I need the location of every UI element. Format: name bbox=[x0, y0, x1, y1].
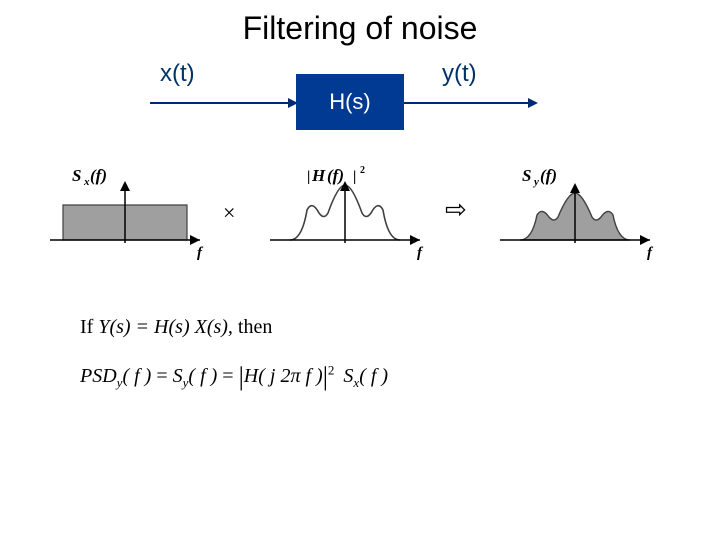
input-label: x(t) bbox=[160, 60, 195, 88]
svg-text:|: | bbox=[353, 169, 356, 185]
eq2-Hsup: 2 bbox=[328, 362, 335, 377]
eq2-Harg: ( j 2π f ) bbox=[258, 365, 322, 387]
svg-text:x: x bbox=[83, 176, 90, 188]
output-arrow-head bbox=[528, 98, 538, 108]
spectrum-h2: | H (f) | 2 f bbox=[260, 165, 430, 265]
block-diagram: x(t) H(s) y(t) bbox=[0, 60, 720, 140]
eq2-H: H bbox=[244, 365, 258, 387]
svg-text:(f): (f) bbox=[540, 166, 557, 185]
svg-text:y: y bbox=[532, 176, 539, 188]
svg-text:2: 2 bbox=[360, 165, 365, 176]
eq1-suffix: then bbox=[238, 316, 272, 338]
eq2-sx-arg: ( f ) bbox=[359, 365, 388, 387]
equation-line2: PSDy( f ) = Sy( f ) = |H( j 2π f )|2 Sx(… bbox=[80, 362, 388, 392]
eq1-body: Y(s) = H(s) X(s), bbox=[98, 316, 233, 338]
output-arrow-line bbox=[404, 102, 530, 104]
svg-text:(f): (f) bbox=[90, 166, 107, 185]
eq2-sy-arg: ( f ) bbox=[188, 365, 217, 387]
spectrum-sy: S y (f) f bbox=[490, 165, 660, 265]
filter-box: H(s) bbox=[296, 74, 404, 130]
input-arrow-line bbox=[150, 102, 290, 104]
spectrum-sx: S x (f) f bbox=[40, 165, 210, 265]
eq2-eq1: = bbox=[156, 365, 172, 387]
multiply-symbol: × bbox=[223, 200, 235, 226]
eq2-sy: S bbox=[173, 365, 183, 387]
eq2-eq2: = bbox=[222, 365, 238, 387]
svg-text:S: S bbox=[522, 166, 531, 185]
filter-label: H(s) bbox=[329, 89, 371, 115]
eq2-psd-arg: ( f ) bbox=[122, 365, 151, 387]
svg-text:(f): (f) bbox=[327, 166, 344, 185]
result-arrow: ⇨ bbox=[445, 195, 467, 225]
svg-text:f: f bbox=[647, 245, 654, 261]
eq2-psd: PSD bbox=[80, 365, 117, 387]
output-label: y(t) bbox=[442, 60, 477, 88]
spectra-row: S x (f) f × | H (f) | 2 bbox=[40, 165, 680, 275]
svg-text:f: f bbox=[417, 245, 424, 261]
page-title: Filtering of noise bbox=[0, 10, 720, 47]
svg-text:S: S bbox=[72, 166, 81, 185]
svg-text:H: H bbox=[311, 166, 326, 185]
eq2-sx: S bbox=[343, 365, 353, 387]
svg-text:|: | bbox=[307, 169, 310, 185]
equation-line1: If Y(s) = H(s) X(s), then bbox=[80, 316, 272, 339]
svg-text:f: f bbox=[197, 245, 204, 261]
eq1-prefix: If bbox=[80, 316, 98, 338]
